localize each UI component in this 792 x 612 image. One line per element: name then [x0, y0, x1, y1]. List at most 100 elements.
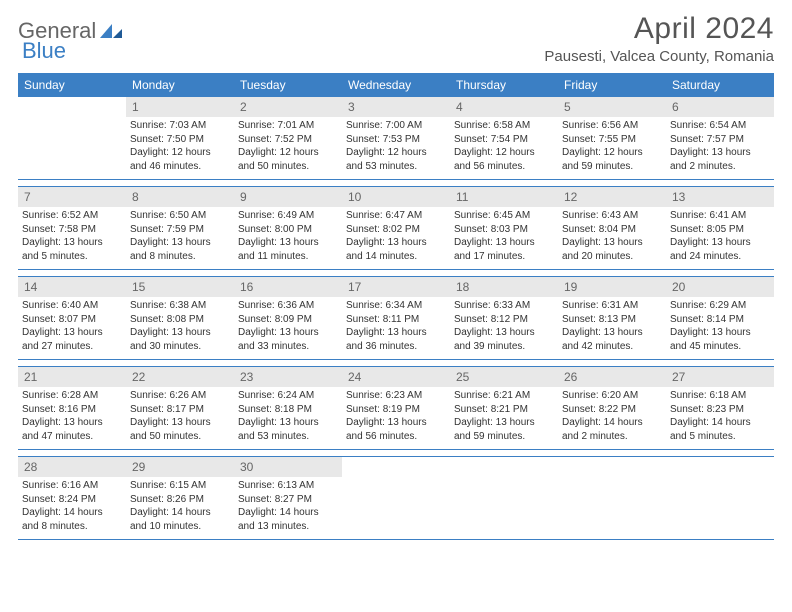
day-info: Sunrise: 6:45 AMSunset: 8:03 PMDaylight:…	[450, 207, 558, 267]
day-info: Sunrise: 7:00 AMSunset: 7:53 PMDaylight:…	[342, 117, 450, 177]
day-header-row: Sunday Monday Tuesday Wednesday Thursday…	[18, 73, 774, 97]
day-cell: 28Sunrise: 6:16 AMSunset: 8:24 PMDayligh…	[18, 457, 126, 539]
day-number: 15	[126, 277, 234, 297]
location-title: Pausesti, Valcea County, Romania	[544, 48, 774, 65]
day-header: Friday	[558, 73, 666, 97]
day-number: 10	[342, 187, 450, 207]
day-cell: 12Sunrise: 6:43 AMSunset: 8:04 PMDayligh…	[558, 187, 666, 269]
day-info: Sunrise: 6:20 AMSunset: 8:22 PMDaylight:…	[558, 387, 666, 447]
day-number: 30	[234, 457, 342, 477]
day-header: Saturday	[666, 73, 774, 97]
day-info: Sunrise: 6:56 AMSunset: 7:55 PMDaylight:…	[558, 117, 666, 177]
day-cell: 7Sunrise: 6:52 AMSunset: 7:58 PMDaylight…	[18, 187, 126, 269]
day-number: 1	[126, 97, 234, 117]
day-info: Sunrise: 6:15 AMSunset: 8:26 PMDaylight:…	[126, 477, 234, 537]
day-cell	[558, 457, 666, 539]
day-info: Sunrise: 6:28 AMSunset: 8:16 PMDaylight:…	[18, 387, 126, 447]
day-number: 23	[234, 367, 342, 387]
day-info: Sunrise: 6:13 AMSunset: 8:27 PMDaylight:…	[234, 477, 342, 537]
day-cell: 24Sunrise: 6:23 AMSunset: 8:19 PMDayligh…	[342, 367, 450, 449]
day-cell: 19Sunrise: 6:31 AMSunset: 8:13 PMDayligh…	[558, 277, 666, 359]
day-cell: 8Sunrise: 6:50 AMSunset: 7:59 PMDaylight…	[126, 187, 234, 269]
day-number: 24	[342, 367, 450, 387]
day-info: Sunrise: 6:52 AMSunset: 7:58 PMDaylight:…	[18, 207, 126, 267]
day-cell: 30Sunrise: 6:13 AMSunset: 8:27 PMDayligh…	[234, 457, 342, 539]
day-cell: 16Sunrise: 6:36 AMSunset: 8:09 PMDayligh…	[234, 277, 342, 359]
day-cell: 20Sunrise: 6:29 AMSunset: 8:14 PMDayligh…	[666, 277, 774, 359]
day-number: 9	[234, 187, 342, 207]
day-cell: 15Sunrise: 6:38 AMSunset: 8:08 PMDayligh…	[126, 277, 234, 359]
day-number: 7	[18, 187, 126, 207]
week-row: 21Sunrise: 6:28 AMSunset: 8:16 PMDayligh…	[18, 366, 774, 450]
day-cell: 4Sunrise: 6:58 AMSunset: 7:54 PMDaylight…	[450, 97, 558, 179]
day-number: 5	[558, 97, 666, 117]
month-title: April 2024	[544, 12, 774, 46]
calendar: Sunday Monday Tuesday Wednesday Thursday…	[18, 73, 774, 540]
logo-sail-icon	[98, 22, 124, 40]
day-number: 20	[666, 277, 774, 297]
day-cell: 27Sunrise: 6:18 AMSunset: 8:23 PMDayligh…	[666, 367, 774, 449]
week-row: 7Sunrise: 6:52 AMSunset: 7:58 PMDaylight…	[18, 186, 774, 270]
day-info: Sunrise: 6:43 AMSunset: 8:04 PMDaylight:…	[558, 207, 666, 267]
day-number: 19	[558, 277, 666, 297]
day-info: Sunrise: 6:54 AMSunset: 7:57 PMDaylight:…	[666, 117, 774, 177]
day-info: Sunrise: 6:18 AMSunset: 8:23 PMDaylight:…	[666, 387, 774, 447]
day-number: 27	[666, 367, 774, 387]
day-number: 4	[450, 97, 558, 117]
day-number: 8	[126, 187, 234, 207]
day-cell: 10Sunrise: 6:47 AMSunset: 8:02 PMDayligh…	[342, 187, 450, 269]
day-cell	[666, 457, 774, 539]
day-cell: 23Sunrise: 6:24 AMSunset: 8:18 PMDayligh…	[234, 367, 342, 449]
day-cell: 21Sunrise: 6:28 AMSunset: 8:16 PMDayligh…	[18, 367, 126, 449]
day-number: 16	[234, 277, 342, 297]
day-cell: 26Sunrise: 6:20 AMSunset: 8:22 PMDayligh…	[558, 367, 666, 449]
logo-text-blue: Blue	[22, 38, 66, 64]
day-number: 6	[666, 97, 774, 117]
day-info: Sunrise: 6:47 AMSunset: 8:02 PMDaylight:…	[342, 207, 450, 267]
day-number: 26	[558, 367, 666, 387]
day-number: 11	[450, 187, 558, 207]
day-info: Sunrise: 6:41 AMSunset: 8:05 PMDaylight:…	[666, 207, 774, 267]
day-info: Sunrise: 6:40 AMSunset: 8:07 PMDaylight:…	[18, 297, 126, 357]
day-header: Sunday	[18, 73, 126, 97]
header: General April 2024 Pausesti, Valcea Coun…	[18, 12, 774, 65]
day-cell	[450, 457, 558, 539]
day-cell: 25Sunrise: 6:21 AMSunset: 8:21 PMDayligh…	[450, 367, 558, 449]
week-row: 14Sunrise: 6:40 AMSunset: 8:07 PMDayligh…	[18, 276, 774, 360]
day-info	[342, 461, 450, 467]
title-block: April 2024 Pausesti, Valcea County, Roma…	[544, 12, 774, 65]
day-info: Sunrise: 6:23 AMSunset: 8:19 PMDaylight:…	[342, 387, 450, 447]
day-cell	[342, 457, 450, 539]
day-number: 28	[18, 457, 126, 477]
day-cell: 3Sunrise: 7:00 AMSunset: 7:53 PMDaylight…	[342, 97, 450, 179]
day-number: 17	[342, 277, 450, 297]
day-header: Tuesday	[234, 73, 342, 97]
day-number: 29	[126, 457, 234, 477]
day-info: Sunrise: 6:21 AMSunset: 8:21 PMDaylight:…	[450, 387, 558, 447]
day-cell: 17Sunrise: 6:34 AMSunset: 8:11 PMDayligh…	[342, 277, 450, 359]
day-info	[18, 101, 126, 107]
day-number: 18	[450, 277, 558, 297]
day-number: 21	[18, 367, 126, 387]
day-cell	[18, 97, 126, 179]
day-info: Sunrise: 6:29 AMSunset: 8:14 PMDaylight:…	[666, 297, 774, 357]
week-row: 1Sunrise: 7:03 AMSunset: 7:50 PMDaylight…	[18, 97, 774, 180]
day-info: Sunrise: 6:16 AMSunset: 8:24 PMDaylight:…	[18, 477, 126, 537]
day-header: Wednesday	[342, 73, 450, 97]
day-info: Sunrise: 6:58 AMSunset: 7:54 PMDaylight:…	[450, 117, 558, 177]
day-number: 3	[342, 97, 450, 117]
day-cell: 2Sunrise: 7:01 AMSunset: 7:52 PMDaylight…	[234, 97, 342, 179]
day-cell: 22Sunrise: 6:26 AMSunset: 8:17 PMDayligh…	[126, 367, 234, 449]
day-number: 12	[558, 187, 666, 207]
day-info: Sunrise: 6:24 AMSunset: 8:18 PMDaylight:…	[234, 387, 342, 447]
day-info: Sunrise: 7:03 AMSunset: 7:50 PMDaylight:…	[126, 117, 234, 177]
day-number: 2	[234, 97, 342, 117]
day-number: 13	[666, 187, 774, 207]
day-header: Monday	[126, 73, 234, 97]
day-info: Sunrise: 6:31 AMSunset: 8:13 PMDaylight:…	[558, 297, 666, 357]
day-cell: 18Sunrise: 6:33 AMSunset: 8:12 PMDayligh…	[450, 277, 558, 359]
day-cell: 1Sunrise: 7:03 AMSunset: 7:50 PMDaylight…	[126, 97, 234, 179]
day-number: 25	[450, 367, 558, 387]
day-number: 22	[126, 367, 234, 387]
day-info: Sunrise: 6:50 AMSunset: 7:59 PMDaylight:…	[126, 207, 234, 267]
